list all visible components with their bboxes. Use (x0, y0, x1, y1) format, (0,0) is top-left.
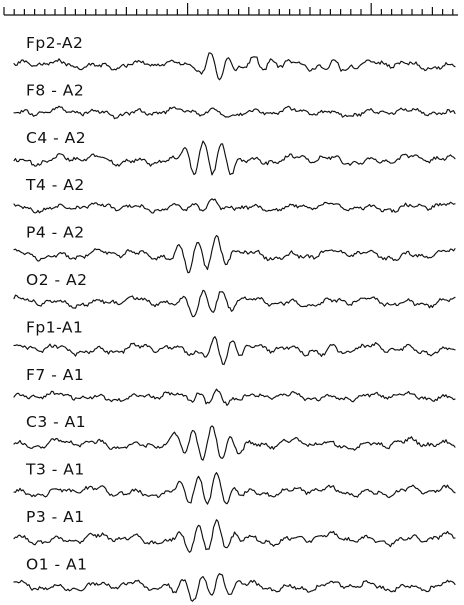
eeg-channels: Fp2-A2 F8 - A2 C4 - A2 T4 - A2 P4 - A2 O2 - A… (13, 34, 456, 602)
channel-label: C3 - A1 (26, 413, 86, 431)
eeg-trace (13, 52, 456, 81)
eeg-trace (13, 519, 456, 553)
channel-label: P4 - A2 (26, 224, 85, 242)
eeg-trace (13, 234, 456, 274)
eeg-trace (13, 198, 456, 214)
channel-label: C4 - A2 (26, 129, 86, 147)
channel-label: Fp2-A2 (26, 34, 83, 52)
eeg-trace (13, 140, 456, 176)
eeg-trace (13, 105, 456, 120)
time-scale-bar (3, 3, 458, 16)
eeg-trace (13, 573, 456, 602)
eeg-trace (13, 388, 456, 406)
channel-label: T4 - A2 (25, 176, 85, 194)
eeg-trace (13, 289, 456, 318)
eeg-trace (13, 425, 456, 461)
channel-label: F7 - A1 (26, 366, 84, 384)
channel-label: T3 - A1 (25, 461, 85, 479)
channel-label: O1 - A1 (26, 555, 87, 573)
channel-label: Fp1-A1 (26, 318, 83, 336)
channel-label: F8 - A2 (26, 81, 84, 99)
time-scale-ticks (3, 3, 458, 16)
eeg-trace (13, 472, 456, 505)
eeg-trace (13, 336, 456, 366)
channel-label: O2 - A2 (26, 271, 87, 289)
channel-label: P3 - A1 (26, 508, 85, 526)
